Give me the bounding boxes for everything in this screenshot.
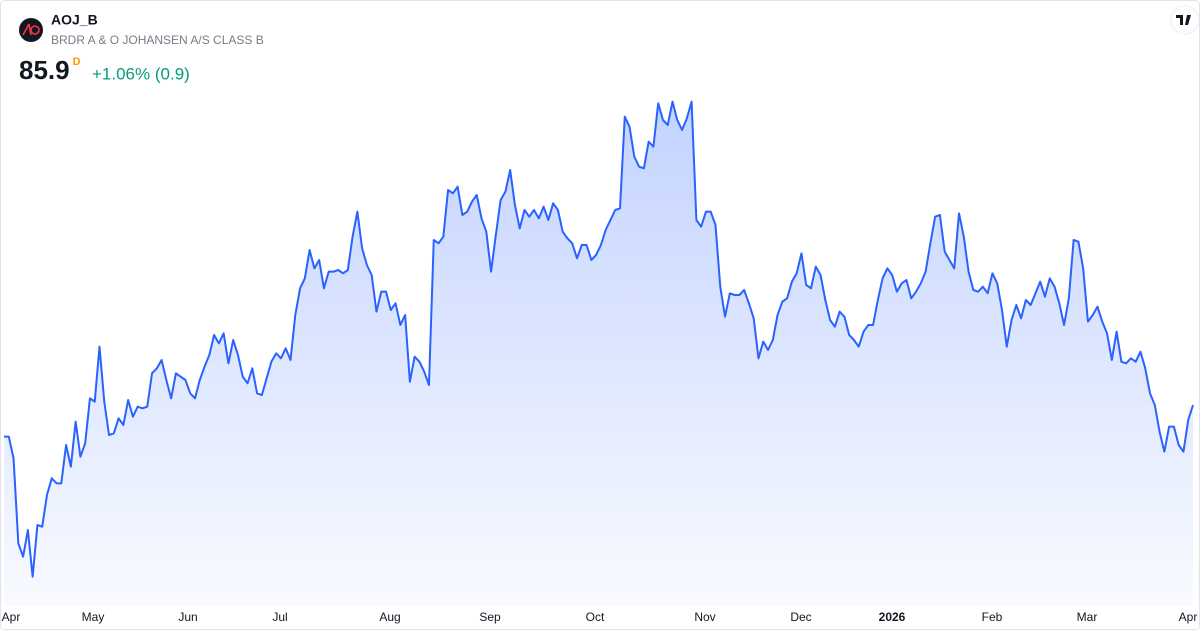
- x-axis-label: 2026: [879, 610, 906, 624]
- interval: D: [73, 56, 81, 68]
- logo-mark: [22, 23, 32, 36]
- area-fill: [4, 101, 1193, 607]
- x-axis-label: Mar: [1077, 610, 1098, 624]
- price: 85.9: [19, 55, 70, 85]
- x-axis-label: Aug: [379, 610, 400, 624]
- x-axis-label: Apr: [1179, 610, 1198, 624]
- x-axis-label: Feb: [982, 610, 1003, 624]
- plot: [4, 100, 1194, 607]
- x-axis-label: Oct: [586, 610, 605, 624]
- x-axis-label: Jun: [178, 610, 197, 624]
- change: +1.06% (0.9): [92, 64, 190, 83]
- company-name: BRDR A & O JOHANSEN A/S CLASS B: [51, 33, 264, 47]
- x-axis-label: Dec: [790, 610, 811, 624]
- tradingview-logo[interactable]: [1170, 5, 1200, 35]
- logo-glyph[interactable]: [1176, 15, 1191, 25]
- x-axis-label: May: [82, 610, 105, 624]
- x-axis-label: Apr: [2, 610, 21, 624]
- logo-mark: [30, 25, 40, 35]
- logo-badge[interactable]: [1170, 5, 1200, 35]
- symbol: AOJ_B: [51, 12, 98, 28]
- x-axis-label: Sep: [479, 610, 501, 624]
- x-axis-label: Jul: [272, 610, 287, 624]
- price-line: [4, 100, 1194, 578]
- x-axis-label: Nov: [694, 610, 715, 624]
